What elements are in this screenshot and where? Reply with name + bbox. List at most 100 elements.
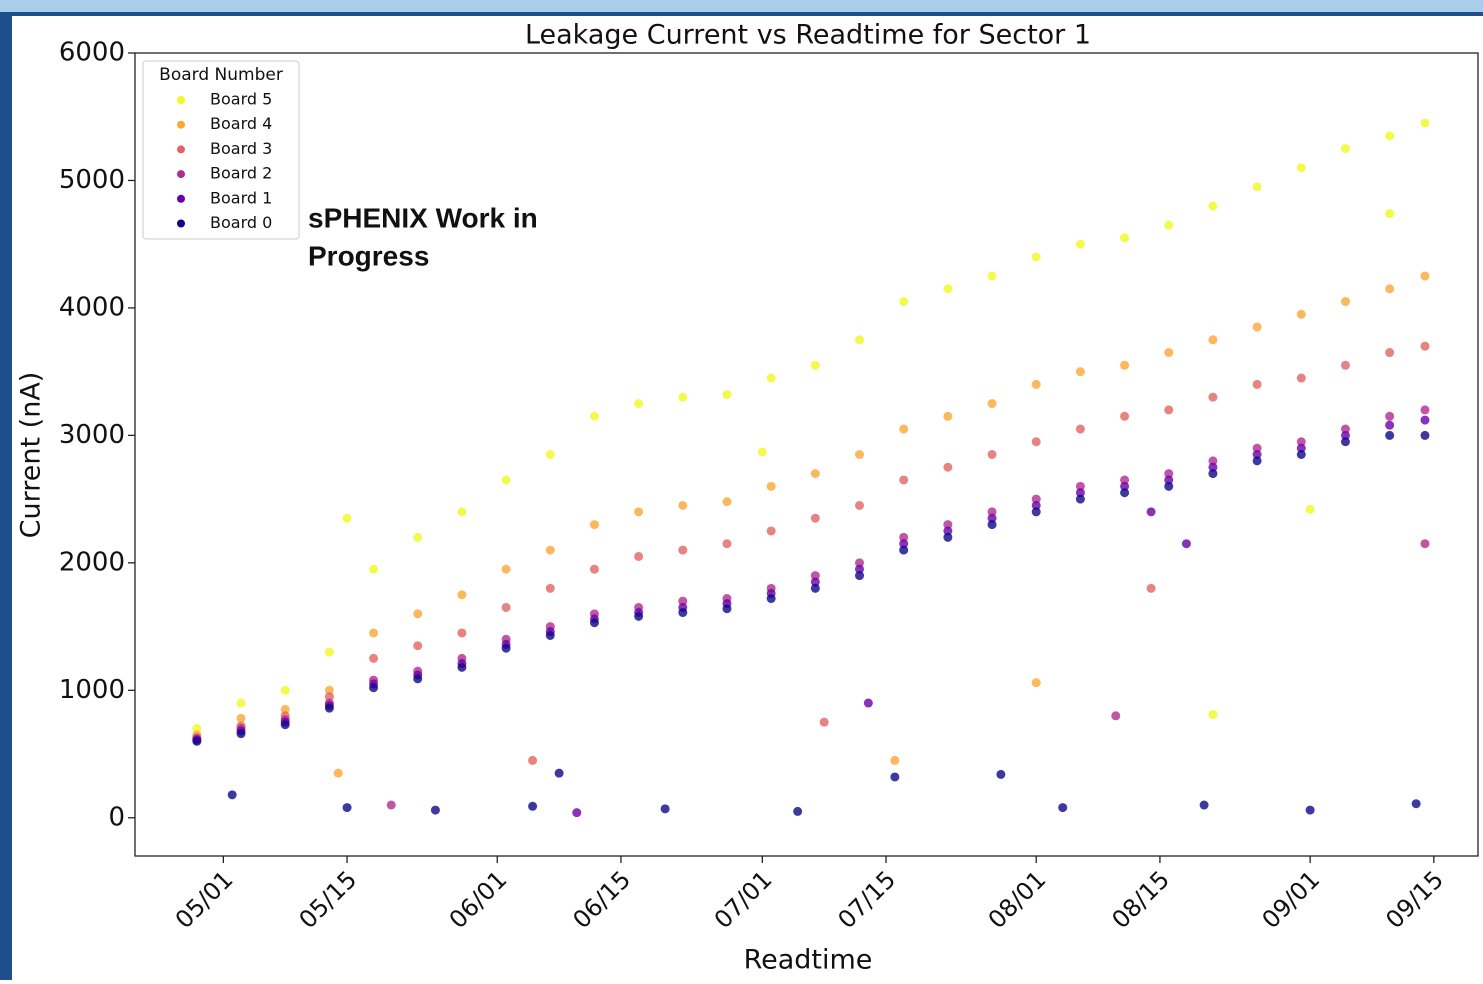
data-point [1120, 488, 1130, 498]
data-point [943, 526, 953, 536]
data-point [1146, 507, 1156, 517]
data-point [890, 755, 900, 765]
legend-label: Board 2 [210, 164, 272, 183]
data-point [1340, 430, 1350, 440]
legend-label: Board 1 [210, 188, 272, 207]
data-point [545, 545, 555, 555]
data-point [1252, 450, 1262, 459]
data-point [890, 772, 900, 782]
data-point [722, 604, 732, 614]
data-point [1208, 335, 1218, 345]
data-point [1296, 163, 1306, 173]
data-point [634, 399, 644, 409]
data-point [1181, 539, 1191, 549]
data-point [810, 469, 820, 479]
data-point [545, 450, 555, 459]
legend-label: Board 0 [210, 213, 272, 232]
x-tick-label: 08/15 [1106, 865, 1175, 934]
data-point [1146, 583, 1156, 593]
data-point [236, 698, 246, 708]
data-point [943, 411, 953, 421]
data-point [528, 801, 538, 811]
data-point [996, 769, 1006, 779]
data-point [943, 532, 953, 542]
plot-area [192, 118, 1430, 818]
y-tick-label: 4000 [59, 292, 125, 322]
data-point [943, 520, 953, 530]
data-point [678, 596, 688, 606]
data-point [1031, 494, 1041, 504]
data-point [766, 481, 776, 491]
legend-label: Board 5 [210, 90, 272, 109]
data-point [1296, 443, 1306, 453]
data-point [1075, 494, 1085, 504]
data-point [457, 507, 467, 517]
y-tick-label: 5000 [59, 165, 125, 195]
data-point [766, 594, 776, 604]
x-tick-label: 09/15 [1380, 865, 1449, 934]
data-point [1385, 131, 1395, 141]
data-point [810, 513, 820, 523]
data-point [501, 475, 511, 485]
data-point [855, 450, 865, 459]
data-point [501, 602, 511, 612]
data-point [1420, 430, 1430, 440]
data-point [369, 683, 379, 693]
data-point [1420, 405, 1430, 415]
data-point [987, 450, 997, 459]
data-point [236, 729, 246, 739]
data-point [192, 736, 202, 746]
data-point [1031, 507, 1041, 517]
data-point [1164, 405, 1174, 415]
data-point [528, 755, 538, 765]
data-point [589, 411, 599, 421]
data-point [1031, 379, 1041, 389]
data-point [987, 399, 997, 409]
data-point [634, 507, 644, 517]
data-point [1296, 450, 1306, 459]
data-point [333, 768, 343, 778]
data-point [660, 804, 670, 814]
data-point [1164, 348, 1174, 358]
data-point [324, 685, 334, 695]
legend-marker [177, 120, 185, 129]
data-point [1385, 348, 1395, 358]
frame-left [0, 12, 12, 980]
y-axis-label: Current (nA) [16, 372, 47, 539]
data-point [1385, 430, 1395, 440]
data-point [1305, 504, 1315, 514]
top-strip [0, 0, 1483, 12]
data-point [634, 611, 644, 621]
data-point [1075, 488, 1085, 498]
data-point [1058, 803, 1068, 813]
data-point [899, 424, 909, 434]
data-point [1031, 252, 1041, 262]
y-tick-label: 6000 [59, 38, 125, 68]
data-point [1164, 475, 1174, 485]
data-point [1340, 297, 1350, 307]
data-point [413, 674, 423, 684]
data-point [1305, 805, 1315, 815]
data-point [545, 583, 555, 593]
data-point [987, 520, 997, 530]
data-point [1075, 481, 1085, 491]
data-point [280, 704, 290, 714]
data-point [1252, 379, 1262, 389]
data-point [457, 628, 467, 638]
data-point [1031, 678, 1041, 688]
data-point [413, 609, 423, 619]
legend-marker [177, 194, 185, 203]
data-point [1120, 411, 1130, 421]
plot-frame [134, 52, 1479, 857]
data-point [342, 513, 352, 523]
x-axis-label: Readtime [744, 945, 873, 976]
x-tick-label: 07/15 [833, 865, 902, 934]
data-point [324, 703, 334, 713]
frame-top [0, 12, 1483, 16]
data-point [899, 532, 909, 542]
x-tick-label: 09/01 [1257, 865, 1326, 934]
legend-label: Board 4 [210, 114, 272, 133]
data-point [1208, 201, 1218, 211]
y-tick-label: 1000 [59, 675, 125, 705]
